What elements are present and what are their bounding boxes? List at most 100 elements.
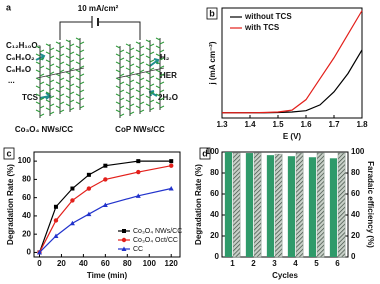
nanowire [125,67,131,71]
y-tick-label: 20 [210,231,219,240]
nanowire [35,45,41,49]
x-tick-label: 1.8 [356,120,368,129]
nanowire [119,57,125,61]
y2-axis-title: Faradaic efficiency (%) [366,161,375,248]
y-tick-label: 100 [206,147,220,156]
bar [329,158,337,257]
nanowire [35,93,41,97]
nanowire [119,81,125,85]
x-tick-label: 80 [123,259,132,268]
nanowire [79,49,85,53]
legend-label: Co₃O₄ Oct/CC [133,237,178,244]
nanowire [79,97,85,101]
nanowire [35,77,41,81]
nanowire [149,59,155,63]
nanowire [159,81,165,85]
nanowire [75,85,81,89]
nanowire [59,109,65,113]
panel-label: d [202,148,208,158]
nanowire [65,71,71,75]
y-axis-title: Degradation Rate (%) [194,164,203,245]
nanowire [155,93,161,97]
nanowire [139,53,145,57]
marker [136,159,141,164]
y-tick-label: 20 [22,229,31,238]
nanowire [125,51,131,55]
nanowire [49,71,55,75]
molecule: C₆H₆O [6,65,31,74]
marker [103,177,108,182]
marker [103,163,108,168]
nanowire [129,55,135,59]
nanowire [55,97,61,101]
nanowire [155,85,161,89]
nanowire [55,57,61,61]
nanowire [45,91,51,95]
nanowire [129,71,135,75]
y-tick-label: 80 [210,168,219,177]
nanowire [145,103,151,107]
x-tick-label: 120 [165,259,179,268]
nanowire [155,69,161,73]
y2-tick-label: 40 [351,210,360,219]
nanowire [45,83,51,87]
nanowire [149,67,155,71]
current-label: 10 mA/cm² [78,4,119,13]
nanowire [69,91,75,95]
nanowire [145,47,151,51]
nanowire [125,107,131,111]
series-line [222,49,363,114]
fiber [36,67,85,79]
plot-frame [221,151,349,258]
molecule: C₁₂H₁₀O₂ [6,41,42,50]
nanowire [125,83,131,87]
nanowire [159,65,165,69]
nanowire [75,77,81,81]
nanowire [129,87,135,91]
legend-label: without TCS [244,12,292,21]
marker [69,220,75,226]
nanowire [139,93,145,97]
legend-label: CC [133,246,143,253]
panel-label: c [6,148,11,158]
nanowire [119,49,125,53]
nanowire [125,59,131,63]
nanowire [49,47,55,51]
nanowire [119,113,125,117]
marker [36,249,42,255]
nanowire [49,79,55,83]
marker [53,218,59,223]
x-tick-label: 60 [101,259,110,268]
bar [224,152,232,257]
y-axis-title: j (mA cm⁻²) [208,41,217,85]
nanowire [139,101,145,105]
nanowire [125,43,131,47]
nanowire [115,45,121,49]
nanowire [35,101,41,105]
molecule: ... [8,76,15,85]
nanowire [69,99,75,103]
nanowire [79,65,85,69]
nanowire [149,91,155,95]
nanowire [59,85,65,89]
nanowire [115,109,121,113]
bar [308,157,316,257]
y-tick-label: 60 [22,193,31,202]
nanowire [149,75,155,79]
x-tick-label: 4 [293,259,298,268]
x-tick-label: 100 [143,259,157,268]
x-axis-title: E (V) [283,132,302,141]
nanowire [75,37,81,41]
nanowire [49,63,55,67]
y-tick-label: 0 [215,252,220,261]
nanowire [135,97,141,101]
panel-label-box [199,147,211,160]
nanowire [79,81,85,85]
nanowire [145,87,151,91]
nanowire [69,83,75,87]
electrode-label: Co₃O₄ NWs/CC [15,125,73,134]
nanowire [159,49,165,53]
nanowire [115,101,121,105]
nanowire [59,53,65,57]
nanowire [129,103,135,107]
